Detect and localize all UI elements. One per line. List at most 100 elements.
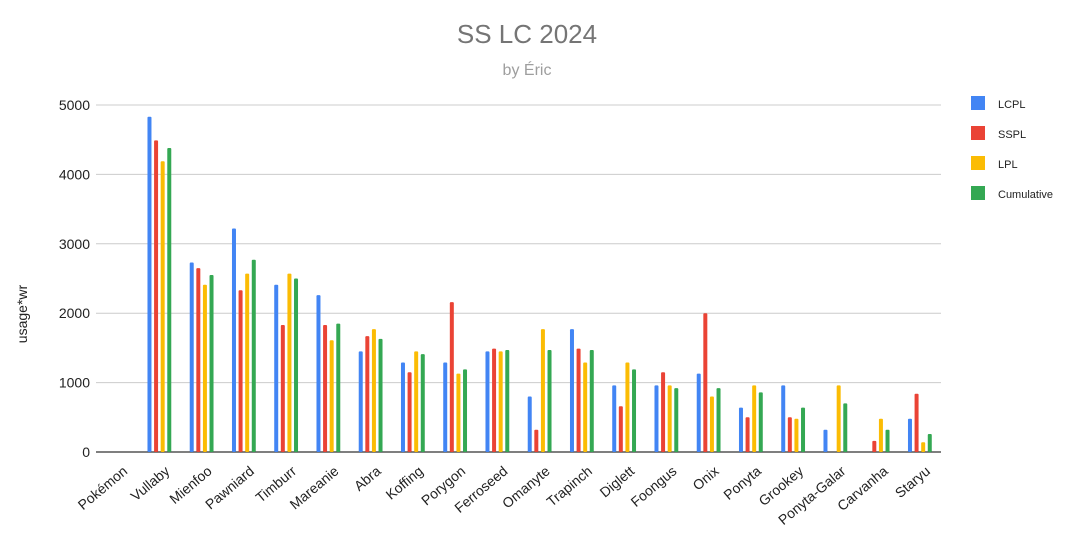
- bar-lcpl-foongus: [654, 385, 659, 452]
- x-tick-label: Abra: [351, 462, 384, 493]
- bar-lpl-staryu: [921, 442, 926, 452]
- bar-lcpl-ferroseed: [485, 351, 490, 452]
- bar-lcpl-pawniard: [231, 228, 236, 452]
- bar-cumulative-foongus: [674, 388, 679, 452]
- bar-lpl-carvanha: [878, 418, 883, 452]
- bar-cumulative-abra: [378, 338, 383, 452]
- bar-sspl-mienfoo: [196, 268, 201, 452]
- bar-lpl-mareanie: [329, 340, 334, 452]
- bar-cumulative-trapinch: [589, 349, 594, 452]
- bar-lpl-porygon: [456, 373, 461, 452]
- bar-sspl-porygon: [449, 302, 454, 452]
- bar-lpl-vullaby: [160, 161, 165, 453]
- bar-lcpl-mienfoo: [189, 262, 194, 452]
- bar-sspl-timburr: [280, 324, 285, 452]
- bar-cumulative-timburr: [294, 278, 299, 452]
- bar-cumulative-mienfoo: [209, 275, 214, 452]
- bar-lpl-mienfoo: [202, 284, 207, 452]
- bar-cumulative-grookey: [801, 407, 806, 452]
- bar-lpl-grookey: [794, 418, 799, 452]
- bar-lpl-diglett: [625, 362, 630, 452]
- bar-sspl-abra: [365, 336, 370, 452]
- bar-lpl-trapinch: [583, 362, 588, 452]
- bar-lpl-ponyta: [752, 385, 757, 452]
- bar-lpl-timburr: [287, 273, 292, 452]
- x-tick-label: Pokémon: [75, 463, 131, 513]
- bar-cumulative-vullaby: [167, 148, 172, 452]
- legend-swatch-sspl: [971, 126, 985, 140]
- bar-lcpl-onix: [696, 373, 701, 452]
- bar-lcpl-grookey: [781, 385, 786, 452]
- bar-cumulative-pawniard: [251, 259, 256, 452]
- grid-lines: [96, 104, 941, 453]
- x-tick-label: Foongus: [627, 463, 679, 510]
- bar-lcpl-timburr: [274, 284, 279, 452]
- x-tick-label: Omanyte: [499, 462, 553, 511]
- legend: LCPL SSPL LPL Cumulative: [971, 96, 1053, 201]
- x-tick-label: Vullaby: [127, 463, 172, 504]
- legend-label-sspl: SSPL: [998, 129, 1026, 141]
- bar-lcpl-ponyta-galar: [823, 429, 828, 452]
- legend-swatch-lcpl: [971, 96, 985, 110]
- bar-cumulative-porygon: [463, 369, 468, 452]
- legend-label-lpl: LPL: [998, 159, 1018, 171]
- bar-cumulative-omanyte: [547, 349, 552, 452]
- bar-sspl-ferroseed: [492, 348, 497, 452]
- bar-lcpl-diglett: [612, 385, 617, 452]
- y-axis-label: usage*wr: [14, 284, 30, 343]
- bar-cumulative-diglett: [632, 369, 637, 452]
- bar-sspl-ponyta: [745, 417, 750, 452]
- bar-sspl-mareanie: [323, 324, 328, 452]
- legend-label-lcpl: LCPL: [998, 99, 1026, 111]
- bar-lcpl-mareanie: [316, 295, 321, 452]
- bar-cumulative-onix: [716, 388, 721, 452]
- bars: [147, 116, 932, 453]
- y-tick-label: 4000: [59, 166, 90, 182]
- bar-sspl-foongus: [661, 372, 666, 452]
- bar-sspl-omanyte: [534, 429, 539, 452]
- bar-cumulative-ponyta-galar: [843, 403, 848, 452]
- bar-lpl-pawniard: [245, 273, 250, 452]
- y-tick-label: 5000: [59, 97, 90, 113]
- y-tick-label: 2000: [59, 305, 90, 321]
- chart-title: SS LC 2024: [457, 19, 597, 49]
- bar-sspl-trapinch: [576, 348, 581, 452]
- bar-cumulative-ponyta: [758, 392, 763, 452]
- x-tick-label: Onix: [689, 463, 721, 494]
- bar-sspl-vullaby: [154, 140, 159, 453]
- legend-swatch-cumulative: [971, 186, 985, 200]
- bar-lpl-koffing: [414, 351, 419, 452]
- bar-sspl-staryu: [914, 393, 919, 452]
- bar-lcpl-porygon: [443, 362, 448, 452]
- bar-lcpl-abra: [358, 351, 363, 452]
- bar-lcpl-trapinch: [569, 329, 574, 452]
- bar-lcpl-koffing: [400, 362, 405, 452]
- chart-subtitle: by Éric: [503, 60, 552, 79]
- bar-sspl-koffing: [407, 372, 412, 452]
- bar-lcpl-omanyte: [527, 396, 532, 452]
- bar-lpl-onix: [709, 396, 714, 452]
- bar-cumulative-ferroseed: [505, 349, 510, 452]
- bar-sspl-diglett: [618, 406, 623, 452]
- y-tick-label: 0: [82, 444, 90, 460]
- bar-lcpl-staryu: [907, 418, 912, 452]
- bar-lpl-omanyte: [540, 329, 545, 452]
- bar-cumulative-staryu: [927, 433, 932, 452]
- bar-sspl-grookey: [787, 417, 792, 452]
- bar-lcpl-ponyta: [738, 407, 743, 452]
- bar-cumulative-mareanie: [336, 323, 341, 452]
- y-tick-label: 1000: [59, 375, 90, 391]
- bar-lpl-ponyta-galar: [836, 385, 841, 452]
- bar-sspl-onix: [703, 313, 708, 452]
- bar-sspl-pawniard: [238, 290, 243, 452]
- bar-lcpl-vullaby: [147, 116, 152, 452]
- bar-lpl-abra: [371, 329, 376, 452]
- x-tick-label: Staryu: [892, 463, 933, 501]
- legend-label-cumulative: Cumulative: [998, 189, 1053, 201]
- bar-cumulative-carvanha: [885, 429, 890, 452]
- bar-lpl-foongus: [667, 385, 672, 452]
- bar-lpl-ferroseed: [498, 351, 503, 452]
- legend-swatch-lpl: [971, 156, 985, 170]
- bar-cumulative-koffing: [420, 354, 425, 452]
